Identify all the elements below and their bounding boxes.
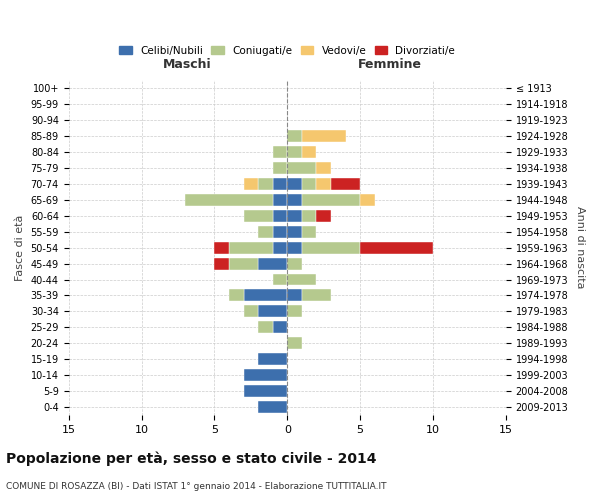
Bar (258, 306, 287, 318)
Y-axis label: Fasce di età: Fasce di età (15, 214, 25, 280)
Bar (258, 178, 272, 190)
Bar (272, 210, 287, 222)
Bar (302, 178, 316, 190)
Text: Popolazione per età, sesso e stato civile - 2014: Popolazione per età, sesso e stato civil… (6, 451, 377, 466)
Bar (287, 130, 302, 141)
Bar (360, 242, 433, 254)
Bar (272, 322, 287, 334)
Bar (302, 290, 331, 302)
Bar (258, 258, 287, 270)
Bar (272, 226, 287, 237)
Bar (272, 274, 287, 285)
Bar (185, 194, 272, 205)
Bar (302, 194, 360, 205)
Bar (214, 242, 229, 254)
Bar (287, 146, 302, 158)
Text: Femmine: Femmine (358, 58, 422, 71)
Bar (302, 242, 360, 254)
Bar (302, 146, 316, 158)
Bar (287, 306, 302, 318)
Bar (229, 258, 258, 270)
Bar (258, 226, 272, 237)
Bar (316, 178, 331, 190)
Bar (244, 210, 272, 222)
Bar (287, 258, 302, 270)
Bar (272, 146, 287, 158)
Bar (258, 402, 287, 413)
Bar (272, 194, 287, 205)
Bar (229, 290, 244, 302)
Bar (302, 130, 346, 141)
Bar (214, 258, 229, 270)
Bar (244, 306, 258, 318)
Bar (287, 162, 316, 173)
Bar (287, 274, 316, 285)
Bar (287, 226, 302, 237)
Bar (302, 226, 316, 237)
Bar (229, 242, 272, 254)
Text: Maschi: Maschi (163, 58, 211, 71)
Bar (244, 386, 287, 398)
Text: COMUNE DI ROSAZZA (BI) - Dati ISTAT 1° gennaio 2014 - Elaborazione TUTTITALIA.IT: COMUNE DI ROSAZZA (BI) - Dati ISTAT 1° g… (6, 482, 386, 491)
Bar (244, 370, 287, 382)
Bar (360, 194, 374, 205)
Y-axis label: Anni di nascita: Anni di nascita (575, 206, 585, 289)
Bar (287, 194, 302, 205)
Bar (244, 290, 287, 302)
Bar (287, 242, 302, 254)
Bar (316, 162, 331, 173)
Bar (272, 242, 287, 254)
Legend: Celibi/Nubili, Coniugati/e, Vedovi/e, Divorziati/e: Celibi/Nubili, Coniugati/e, Vedovi/e, Di… (115, 42, 459, 60)
Bar (287, 338, 302, 349)
Bar (316, 210, 331, 222)
Bar (302, 210, 316, 222)
Bar (244, 178, 258, 190)
Bar (272, 178, 287, 190)
Bar (287, 290, 302, 302)
Bar (331, 178, 360, 190)
Bar (287, 210, 302, 222)
Bar (287, 178, 302, 190)
Bar (258, 322, 272, 334)
Bar (258, 354, 287, 366)
Bar (272, 162, 287, 173)
